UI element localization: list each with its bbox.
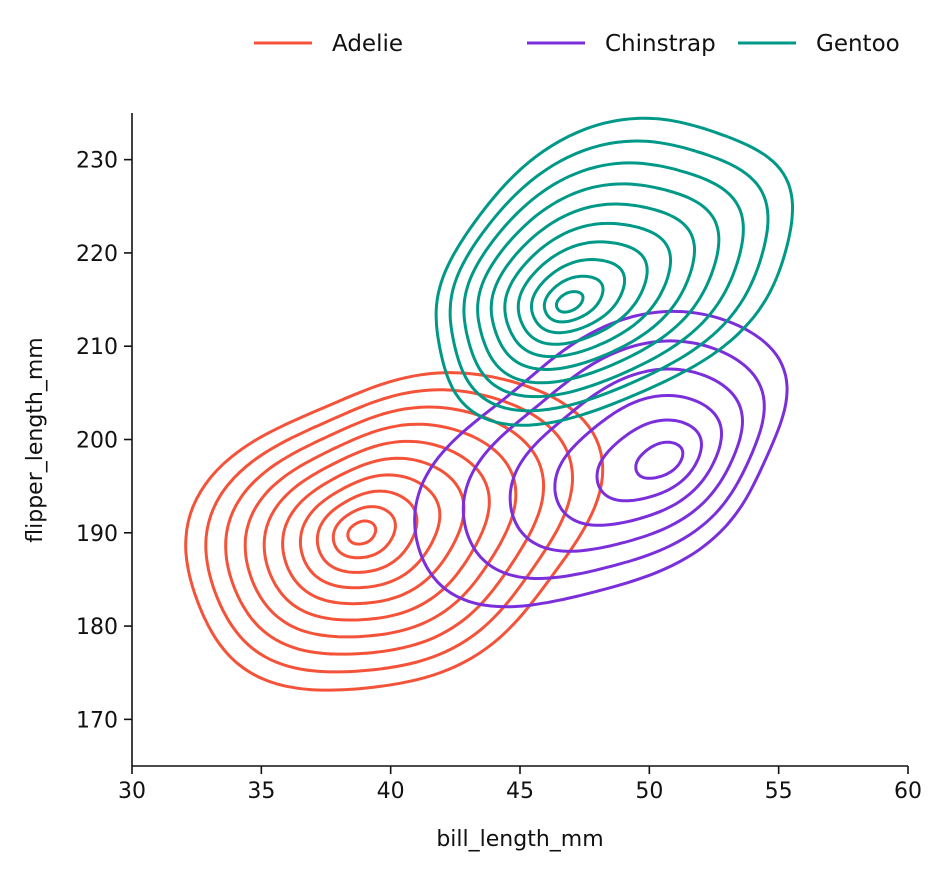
contour-line-chinstrap — [634, 440, 685, 480]
contour-line-gentoo — [542, 274, 605, 324]
y-tick-label: 230 — [76, 149, 118, 174]
x-tick-label: 55 — [765, 779, 793, 804]
contour-line-adelie — [262, 439, 491, 622]
y-tick-label: 170 — [76, 708, 118, 733]
contour-line-adelie — [224, 405, 546, 656]
x-tick-label: 35 — [247, 779, 275, 804]
contour-line-gentoo — [462, 161, 745, 399]
contour-line-chinstrap — [595, 418, 703, 503]
contour-group-gentoo — [434, 116, 795, 427]
ticks: 30 35 40 45 50 55 60 170 180 190 200 210 220 230 — [76, 149, 922, 804]
contour-line-chinstrap — [461, 339, 766, 580]
contour-line-adelie — [281, 456, 466, 606]
contour-line-gentoo — [476, 182, 721, 385]
contour-line-gentoo — [516, 240, 649, 346]
contour-line-adelie — [331, 505, 397, 560]
legend-label-chinstrap: Chinstrap — [605, 31, 716, 57]
contour-group-chinstrap — [413, 309, 789, 609]
contour-line-chinstrap — [508, 367, 744, 553]
x-tick-label: 60 — [894, 779, 922, 804]
legend-label-adelie: Adelie — [332, 31, 403, 57]
y-tick-label: 210 — [76, 335, 118, 360]
contour-line-adelie — [315, 489, 419, 574]
contour-line-gentoo — [555, 290, 585, 314]
contour-line-chinstrap — [413, 309, 789, 609]
x-tick-label: 30 — [118, 779, 146, 804]
contour-line-gentoo — [489, 202, 697, 371]
x-tick-label: 50 — [635, 779, 663, 804]
x-tick-label: 40 — [377, 779, 405, 804]
contour-line-adelie — [346, 519, 378, 546]
y-tick-label: 220 — [76, 242, 118, 267]
y-axis-label: flipper_length_mm — [23, 337, 48, 542]
contour-line-gentoo — [434, 116, 795, 427]
x-tick-label: 45 — [506, 779, 534, 804]
contour-line-gentoo — [530, 258, 627, 335]
contour-layer — [184, 116, 795, 692]
contour-line-adelie — [184, 371, 605, 692]
y-tick-label: 190 — [76, 522, 118, 547]
legend-label-gentoo: Gentoo — [816, 31, 900, 57]
legend: Adelie Chinstrap Gentoo — [254, 31, 900, 57]
contour-line-gentoo — [448, 139, 770, 413]
contour-line-adelie — [204, 388, 575, 674]
contour-line-gentoo — [503, 221, 673, 359]
contour-line-adelie — [243, 422, 518, 639]
contour-line-chinstrap — [553, 393, 724, 527]
contour-group-adelie — [184, 371, 605, 692]
x-axis-label: bill_length_mm — [436, 827, 603, 852]
y-tick-label: 200 — [76, 429, 118, 454]
y-tick-label: 180 — [76, 615, 118, 640]
